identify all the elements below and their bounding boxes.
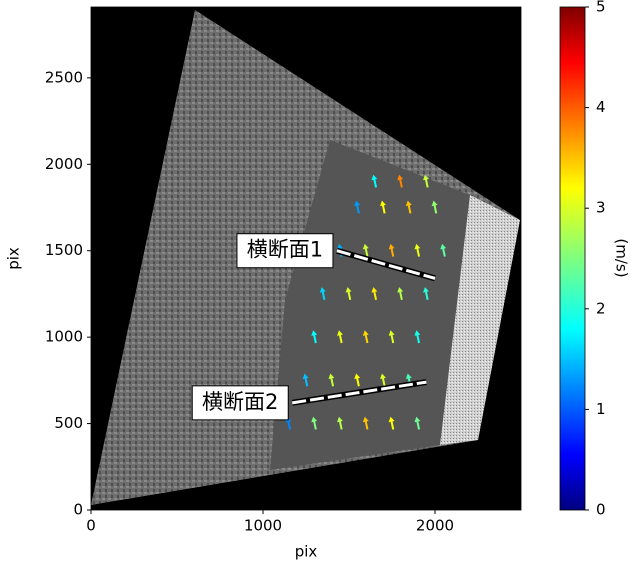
y-tick-label: 1500 [45,241,83,259]
colorbar-tick-label: 0 [596,501,606,519]
x-tick-label: 0 [86,517,96,535]
colorbar-tick-label: 3 [596,199,606,217]
x-axis-label: pix [295,543,318,561]
x-tick-label: 2000 [416,517,454,535]
colorbar-tick-label: 1 [596,400,606,418]
annotation: 横断面1 [247,238,323,262]
y-axis-label: pix [5,247,23,270]
colorbar [560,7,585,510]
y-tick-label: 2000 [45,155,83,173]
y-tick-label: 2500 [45,68,83,86]
x-tick-label: 1000 [244,517,282,535]
colorbar-tick-label: 4 [596,98,606,116]
y-tick-label: 500 [54,414,83,432]
colorbar-tick-label: 5 [596,0,606,16]
chart: 横断面1 横断面2 0 1000 2000 0 500 1000 1500 2000 2500 pix… [0,0,634,566]
y-tick-label: 1000 [45,328,83,346]
annotation: 横断面2 [202,390,278,414]
colorbar-label: (m/s) [613,238,631,277]
colorbar-tick-label: 2 [596,299,606,317]
y-tick-label: 0 [73,501,83,519]
